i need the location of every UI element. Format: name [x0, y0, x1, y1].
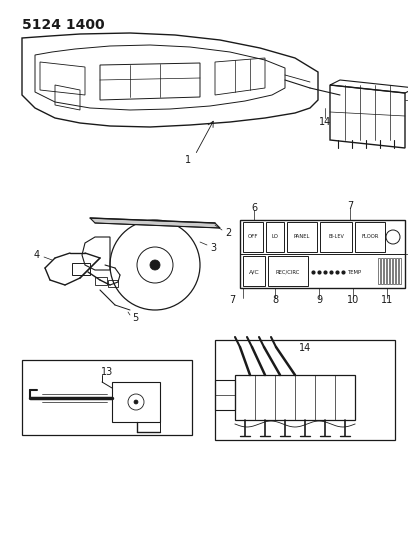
Bar — [378, 258, 380, 284]
Bar — [243, 256, 265, 286]
Bar — [287, 222, 317, 252]
Text: 5: 5 — [132, 313, 138, 323]
Text: 7: 7 — [229, 295, 235, 305]
Bar — [384, 258, 386, 284]
Bar — [235, 375, 355, 420]
Text: 5124 1400: 5124 1400 — [22, 18, 104, 32]
Text: LO: LO — [271, 235, 279, 239]
Text: 7: 7 — [347, 201, 353, 211]
Bar — [108, 280, 118, 287]
Circle shape — [134, 400, 138, 404]
Bar — [72, 263, 90, 275]
Text: OFF: OFF — [248, 235, 258, 239]
Bar — [215, 380, 235, 410]
Text: TEMP: TEMP — [348, 270, 362, 274]
Bar — [243, 222, 263, 252]
Text: 10: 10 — [347, 295, 359, 305]
Text: 11: 11 — [381, 295, 393, 305]
Bar — [215, 340, 395, 440]
Bar — [95, 277, 107, 285]
Text: 6: 6 — [251, 203, 257, 213]
Text: PANEL: PANEL — [294, 235, 310, 239]
Bar — [393, 258, 395, 284]
Text: 14: 14 — [319, 117, 331, 127]
Text: 3: 3 — [210, 243, 216, 253]
Bar — [387, 258, 389, 284]
Text: BI-LEV: BI-LEV — [328, 235, 344, 239]
Text: 8: 8 — [272, 295, 278, 305]
Bar — [399, 258, 401, 284]
Text: A/C: A/C — [248, 270, 259, 274]
Text: 14: 14 — [299, 343, 311, 353]
Circle shape — [150, 260, 160, 270]
Text: 13: 13 — [101, 367, 113, 377]
Bar — [266, 222, 284, 252]
Text: 9: 9 — [316, 295, 322, 305]
Text: 2: 2 — [225, 228, 231, 238]
Text: REC/CIRC: REC/CIRC — [276, 270, 300, 274]
Bar — [240, 220, 405, 288]
Bar — [268, 256, 308, 286]
Bar — [22, 360, 192, 435]
Polygon shape — [90, 218, 220, 228]
Text: 1: 1 — [185, 155, 191, 165]
Bar — [381, 258, 383, 284]
Text: FLOOR: FLOOR — [361, 235, 379, 239]
Bar — [396, 258, 398, 284]
Bar — [320, 222, 352, 252]
Text: 4: 4 — [34, 250, 40, 260]
Bar — [390, 258, 392, 284]
Bar — [112, 382, 160, 422]
Bar — [355, 222, 385, 252]
